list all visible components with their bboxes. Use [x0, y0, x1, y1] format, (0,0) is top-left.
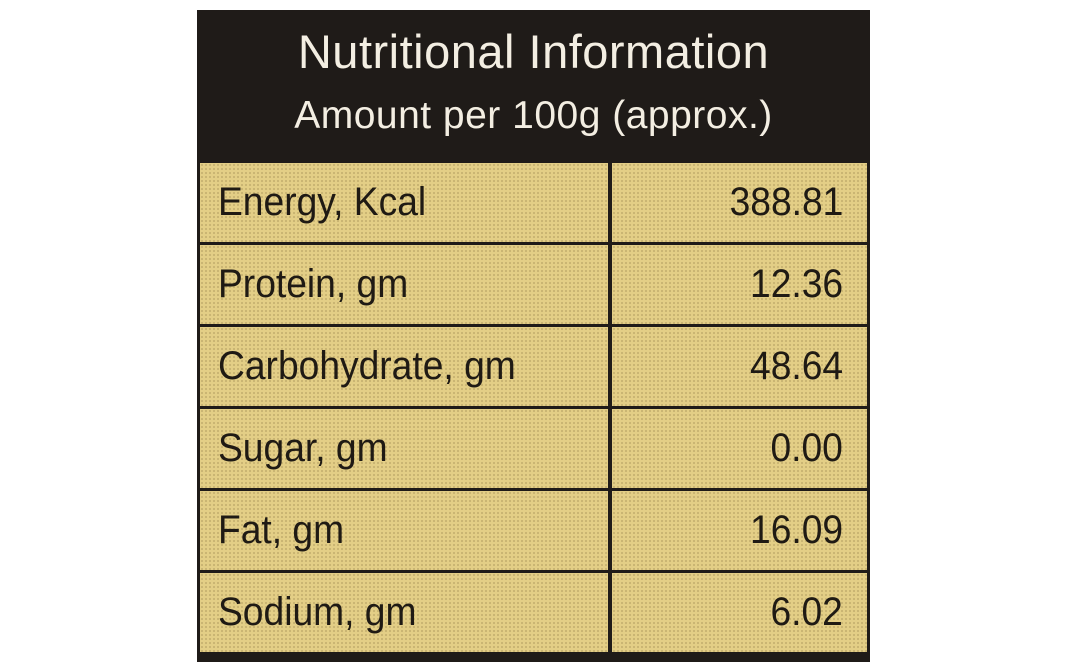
row-value: 12.36 [612, 245, 867, 324]
row-label: Protein, gm [200, 245, 608, 324]
row-label: Sodium, gm [200, 573, 608, 652]
nutrition-title: Nutritional Information [297, 25, 770, 78]
table-row-sugar: Sugar, gm 0.00 [197, 409, 870, 488]
nutrition-subtitle: Amount per 100g (approx.) [294, 94, 773, 137]
row-label: Sugar, gm [200, 409, 608, 488]
row-label: Carbohydrate, gm [200, 327, 608, 406]
row-value: 48.64 [612, 327, 867, 406]
row-value: 388.81 [612, 163, 867, 242]
row-value: 6.02 [612, 573, 867, 652]
row-label: Energy, Kcal [200, 163, 608, 242]
nutrition-panel: Nutritional Information Amount per 100g … [197, 10, 870, 662]
nutrition-header: Nutritional Information Amount per 100g … [197, 10, 870, 160]
row-value: 16.09 [612, 491, 867, 570]
table-row-energy: Energy, Kcal 388.81 [197, 163, 870, 242]
row-label: Fat, gm [200, 491, 608, 570]
table-row-carbohydrate: Carbohydrate, gm 48.64 [197, 327, 870, 406]
row-value: 0.00 [612, 409, 867, 488]
table-row-fat: Fat, gm 16.09 [197, 491, 870, 570]
table-row-sodium: Sodium, gm 6.02 [197, 573, 870, 652]
nutrition-table: Energy, Kcal 388.81 Protein, gm 12.36 Ca… [197, 160, 870, 662]
table-row-protein: Protein, gm 12.36 [197, 245, 870, 324]
